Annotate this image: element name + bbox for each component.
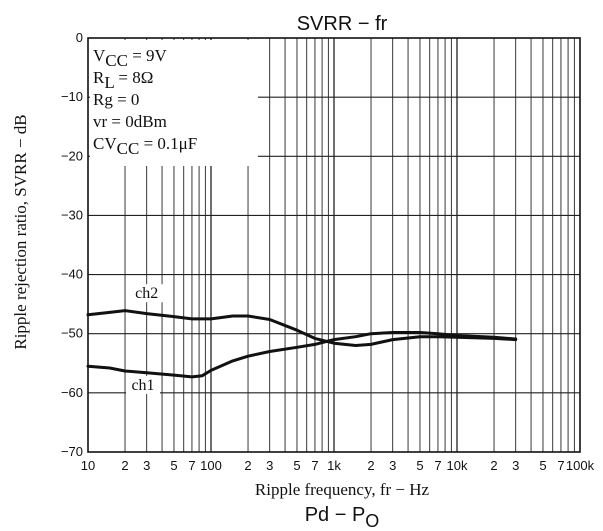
x-tick-label: 2: [244, 458, 251, 473]
y-tick-label: −60: [61, 385, 83, 400]
x-tick-label: 7: [311, 458, 318, 473]
conditions-box: [90, 40, 258, 166]
x-tick-label: 7: [434, 458, 441, 473]
x-tick-label: 10: [81, 458, 95, 473]
x-tick-label: 10k: [447, 458, 468, 473]
x-tick-label: 5: [539, 458, 546, 473]
y-tick-label: −40: [61, 267, 83, 282]
y-tick-labels: 0 −10 −20 −30 −40 −50 −60 −70: [61, 30, 83, 459]
x-axis-label: Ripple frequency, fr − Hz: [255, 480, 430, 499]
plot-frame: [87, 37, 581, 453]
x-tick-label: 7: [188, 458, 195, 473]
x-tick-label: 5: [416, 458, 423, 473]
x-tick-label: 100: [200, 458, 222, 473]
y-tick-label: −50: [61, 326, 83, 341]
next-chart-title-sub: O: [365, 511, 379, 531]
y-tick-label: −70: [61, 444, 83, 459]
x-tick-label: 5: [170, 458, 177, 473]
x-tick-label: 3: [143, 458, 150, 473]
series-label-bg: [126, 375, 161, 394]
x-tick-label: 2: [490, 458, 497, 473]
x-tick-label: 100k: [566, 458, 595, 473]
y-tick-label: −20: [61, 148, 83, 163]
y-tick-label: −10: [61, 89, 83, 104]
x-tick-label: 1k: [327, 458, 341, 473]
condition-line: VCC = 9V: [93, 46, 168, 70]
y-axis-label: Ripple rejection ratio, SVRR − dB: [11, 114, 30, 349]
chart-title: SVRR − fr: [297, 13, 388, 35]
condition-line: CVCC = 0.1μF: [93, 134, 197, 158]
x-tick-label: 2: [121, 458, 128, 473]
series-label-ch2: ch2: [135, 285, 158, 302]
x-tick-label: 7: [557, 458, 564, 473]
series-line-ch2: [86, 309, 518, 347]
condition-line: Rg = 0: [93, 90, 139, 109]
x-tick-label: 3: [389, 458, 396, 473]
next-chart-title-main: Pd − P: [305, 504, 366, 526]
x-tick-labels: 10 2 3 5 7 100 2 3 5 7 1k 2 3 5 7 10k 2 3 5 7 100k: [81, 458, 595, 473]
x-tick-label: 2: [367, 458, 374, 473]
x-tick-label: 3: [266, 458, 273, 473]
next-chart-title: Pd − PO: [305, 504, 380, 531]
y-tick-label: 0: [76, 30, 83, 45]
series-line-ch1: [86, 331, 518, 379]
x-tick-label: 3: [512, 458, 519, 473]
x-tick-label: 5: [293, 458, 300, 473]
series-label-bg: [129, 284, 164, 303]
series-label-ch1: ch1: [131, 377, 154, 394]
series-group: ch2 ch1: [86, 284, 518, 394]
condition-line: RL = 8Ω: [93, 68, 153, 92]
y-tick-label: −30: [61, 207, 83, 222]
condition-line: vr = 0dBm: [93, 112, 167, 131]
